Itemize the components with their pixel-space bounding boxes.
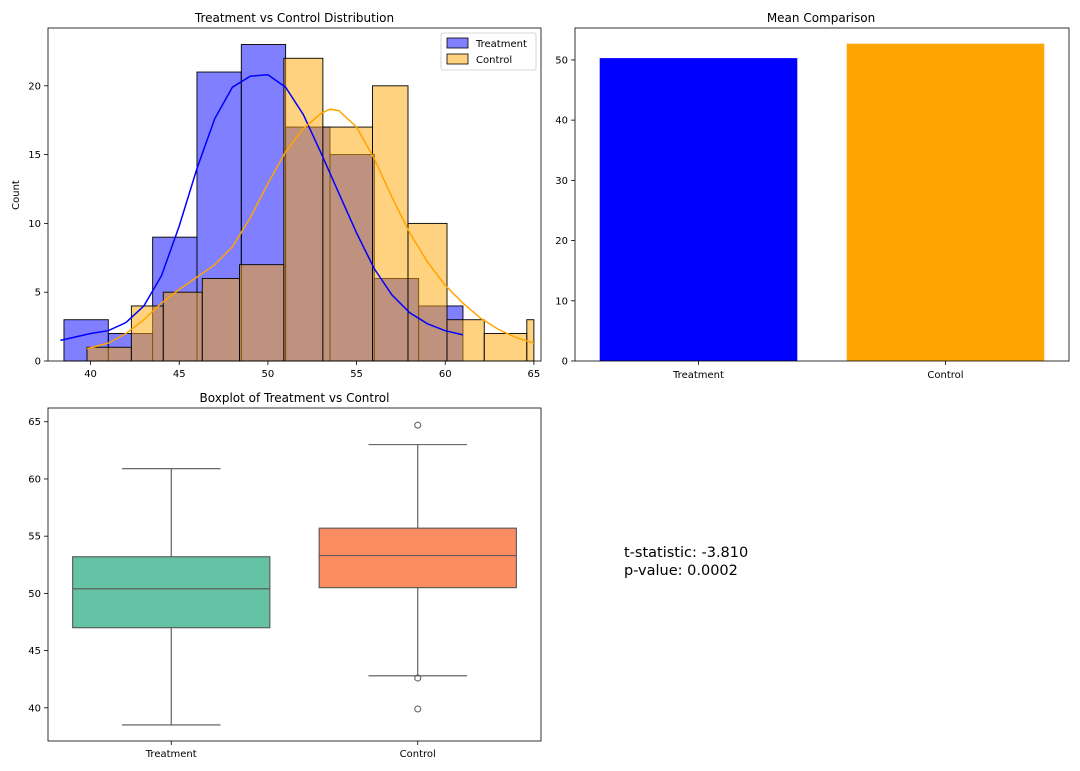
x-tick-label-40: 40 <box>84 369 97 380</box>
control-outlier-0 <box>414 421 422 429</box>
control-bin-10 <box>483 333 528 362</box>
control-bin-7 <box>372 85 409 362</box>
treatment-box <box>72 556 271 629</box>
y-tick-label-50: 50 <box>555 55 568 66</box>
control-outlier-1 <box>414 674 422 682</box>
histogram-kde-curves <box>60 74 535 350</box>
bar-treatment <box>599 58 798 362</box>
x-tick-label-55: 55 <box>350 369 363 380</box>
y-tick-label-50: 50 <box>28 589 41 600</box>
t-statistic-text: t-statistic: -3.810 <box>624 545 748 561</box>
boxplot-axis-ticks: Treatment Control 40 45 50 55 60 65 <box>28 417 436 760</box>
y-tick-label-10: 10 <box>555 296 568 307</box>
y-tick-label-45: 45 <box>28 646 41 657</box>
histogram-panel: Treatment vs Control Distribution Count … <box>11 11 542 380</box>
boxplot-marks <box>72 421 517 726</box>
p-value-text: p-value: 0.0002 <box>624 563 738 579</box>
x-tick-label-treatment: Treatment <box>672 370 724 381</box>
legend-swatch-control <box>446 53 469 65</box>
mean-bars <box>599 43 1045 362</box>
y-tick-label-20: 20 <box>555 236 568 247</box>
y-tick-label-20: 20 <box>28 81 41 92</box>
control-box <box>318 527 517 589</box>
y-tick-label-60: 60 <box>28 474 41 485</box>
mean-comparison-axis-ticks: Treatment Control 0 10 20 30 40 50 <box>555 55 963 381</box>
control-bin-5 <box>283 57 324 362</box>
y-tick-label-0: 0 <box>35 357 41 368</box>
control-bin-2 <box>162 291 203 362</box>
control-bin-0 <box>86 346 132 362</box>
boxplot-panel: Boxplot of Treatment vs Control Treatmen… <box>28 391 542 760</box>
histogram-y-axis-label: Count <box>11 180 22 210</box>
control-bin-4 <box>239 264 285 362</box>
y-tick-label-0: 0 <box>562 357 568 368</box>
x-tick-label-60: 60 <box>439 369 452 380</box>
control-histogram-bars <box>86 57 535 362</box>
x-tick-label-45: 45 <box>173 369 186 380</box>
control-bin-8 <box>407 222 448 362</box>
x-tick-label-65: 65 <box>528 369 541 380</box>
mean-comparison-axes-frame <box>574 27 1070 362</box>
control-outlier-2 <box>414 705 422 713</box>
histogram-legend: Treatment Control <box>440 32 537 71</box>
y-tick-label-10: 10 <box>28 219 41 230</box>
y-tick-label-55: 55 <box>28 532 41 543</box>
boxplot-axes-frame <box>47 407 542 742</box>
control-bin-9 <box>446 319 485 362</box>
y-tick-label-40: 40 <box>28 703 41 714</box>
y-tick-label-15: 15 <box>28 150 41 161</box>
y-tick-label-40: 40 <box>555 116 568 127</box>
legend-label-treatment: Treatment <box>475 39 527 50</box>
histogram-axes-frame <box>47 27 542 362</box>
control-bin-11 <box>526 319 535 362</box>
y-tick-label-30: 30 <box>555 176 568 187</box>
histogram-title: Treatment vs Control Distribution <box>194 11 394 25</box>
bar-control <box>846 43 1045 361</box>
x-tick-label-control: Control <box>927 370 963 381</box>
control-bin-3 <box>201 277 240 362</box>
mean-comparison-panel: Mean Comparison Treatment Control 0 10 20 30 4… <box>555 11 1070 381</box>
x-tick-label-control: Control <box>400 749 436 760</box>
x-tick-label-treatment: Treatment <box>145 749 197 760</box>
stats-panel: t-statistic: -3.810 p-value: 0.0002 <box>624 545 748 579</box>
legend-swatch-treatment <box>446 37 469 49</box>
control-bin-6 <box>322 126 373 362</box>
legend-label-control: Control <box>476 55 512 66</box>
control-bin-1 <box>130 305 164 362</box>
mean-comparison-title: Mean Comparison <box>767 11 875 25</box>
boxplot-title: Boxplot of Treatment vs Control <box>200 391 390 405</box>
control-kde-line <box>86 108 535 350</box>
y-tick-label-65: 65 <box>28 417 41 428</box>
y-tick-label-5: 5 <box>35 288 41 299</box>
histogram-axis-ticks: 40 45 50 55 60 65 0 5 10 15 20 <box>28 81 540 380</box>
treatment-kde-line <box>60 74 464 342</box>
x-tick-label-50: 50 <box>262 369 275 380</box>
